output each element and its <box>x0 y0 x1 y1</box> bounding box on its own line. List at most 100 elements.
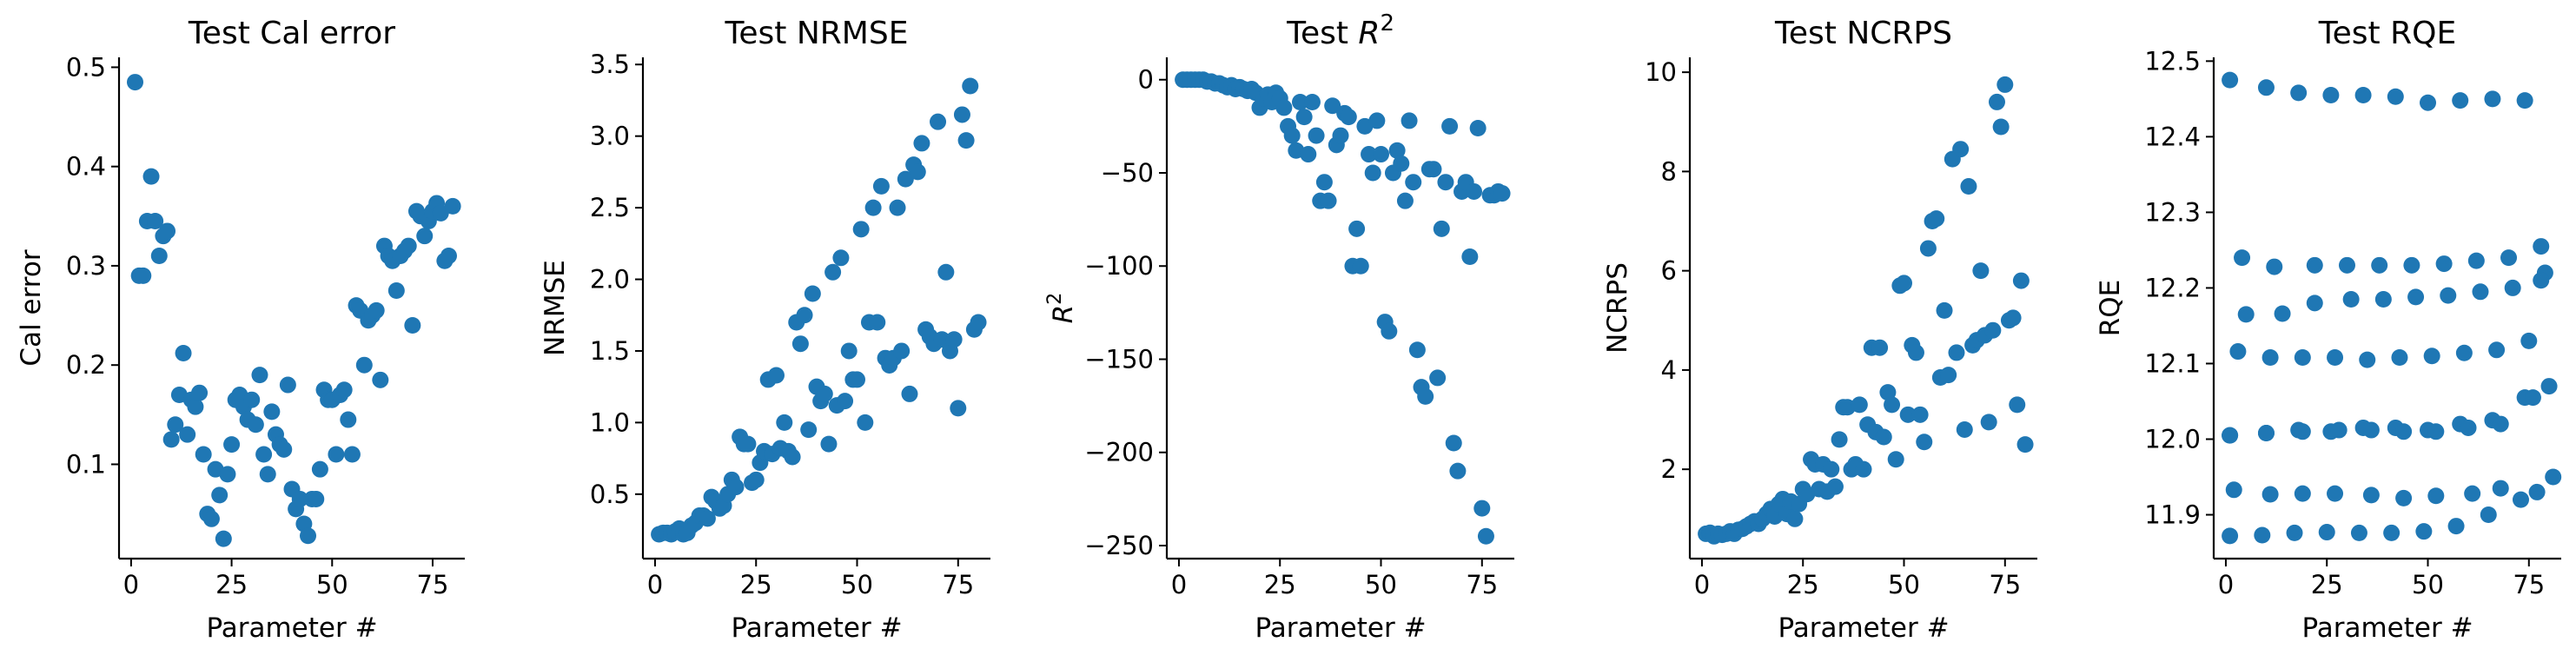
data-point <box>368 301 385 319</box>
panel-title: Test Cal error <box>188 16 395 51</box>
x-tick-label: 25 <box>215 570 248 599</box>
y-tick-label: 4 <box>1661 355 1677 385</box>
data-point <box>2387 88 2404 105</box>
data-point <box>1972 262 1990 280</box>
data-point <box>909 163 926 181</box>
data-point <box>191 384 209 401</box>
data-point <box>2371 256 2388 274</box>
data-point <box>864 199 882 216</box>
data-point <box>2266 258 2283 275</box>
data-point <box>127 74 144 91</box>
data-point <box>937 263 955 281</box>
y-tick-label: −50 <box>1101 158 1154 188</box>
y-tick-label: 0.2 <box>66 350 106 380</box>
data-point <box>857 414 874 431</box>
data-point <box>1332 127 1349 144</box>
x-axis-label: Parameter # <box>731 612 902 644</box>
data-point <box>1916 434 1933 451</box>
y-tick-label: 8 <box>1661 156 1677 186</box>
data-point <box>2362 487 2380 504</box>
y-tick-label: 2.5 <box>590 193 630 222</box>
data-point <box>2261 349 2279 367</box>
data-point <box>400 237 417 255</box>
data-point <box>187 398 204 415</box>
data-point <box>2237 306 2255 323</box>
data-point <box>195 446 212 463</box>
data-point <box>930 113 947 130</box>
y-tick-label: 11.9 <box>2144 500 2201 530</box>
x-tick-label: 75 <box>2513 570 2545 599</box>
data-point <box>1449 462 1467 480</box>
panel-title: Test RQE <box>2318 16 2456 51</box>
data-point <box>1984 321 2002 339</box>
data-point <box>739 435 757 453</box>
data-point <box>840 342 858 360</box>
data-point <box>1381 322 1398 340</box>
data-point <box>2354 87 2372 104</box>
data-point <box>444 197 461 215</box>
data-point <box>2524 389 2541 407</box>
data-point <box>1275 99 1293 116</box>
data-point <box>2480 506 2497 524</box>
data-point <box>1907 344 1924 361</box>
data-point <box>2492 415 2509 433</box>
data-point <box>2500 249 2518 267</box>
data-point <box>962 77 979 95</box>
x-tick-label: 25 <box>2311 570 2343 599</box>
data-point <box>255 446 273 463</box>
data-point <box>1919 240 1937 257</box>
data-point <box>1875 428 1892 446</box>
data-point <box>824 263 842 281</box>
data-point <box>1928 210 1945 228</box>
data-point <box>1823 460 1840 478</box>
data-point <box>308 490 325 507</box>
data-point <box>259 466 276 483</box>
data-point <box>2009 396 2026 414</box>
data-point <box>776 414 793 431</box>
data-point <box>1393 155 1410 172</box>
data-point <box>2447 518 2465 535</box>
data-point <box>179 426 196 443</box>
data-point <box>2420 94 2437 111</box>
data-point <box>2504 279 2521 296</box>
y-tick-label: 3.0 <box>590 122 630 151</box>
data-point <box>1884 396 1901 414</box>
y-tick-label: 1.0 <box>590 407 630 437</box>
data-point <box>1980 414 1997 431</box>
scatter-points <box>1175 71 1511 545</box>
y-tick-label: 0.4 <box>66 152 106 182</box>
data-point <box>1899 406 1917 423</box>
data-point <box>2222 427 2239 444</box>
x-tick-label: 0 <box>2218 570 2234 599</box>
data-point <box>167 416 184 434</box>
data-point <box>816 385 833 402</box>
data-point <box>1445 434 1462 452</box>
data-point <box>2512 491 2529 508</box>
data-point <box>1477 527 1494 545</box>
panel-title: Test NCRPS <box>1774 16 1952 51</box>
data-point <box>1437 174 1454 191</box>
y-tick-label: 1.5 <box>590 336 630 366</box>
data-point <box>2257 425 2275 442</box>
x-axis-label: Parameter # <box>1778 612 1949 644</box>
data-point <box>1300 146 1317 163</box>
x-axis-label: Parameter # <box>1255 612 1426 644</box>
data-point <box>804 285 821 302</box>
y-axis-label: Cal error <box>16 249 47 366</box>
data-point <box>343 446 361 463</box>
data-point <box>311 460 328 478</box>
data-point <box>2423 348 2440 365</box>
x-tick-label: 25 <box>1787 570 1819 599</box>
y-tick-label: 12.2 <box>2144 273 2201 302</box>
data-point <box>945 331 963 348</box>
data-point <box>1960 178 1977 195</box>
data-point <box>2374 290 2392 308</box>
data-point <box>1348 220 1366 237</box>
data-point <box>1851 396 1868 414</box>
data-point <box>2222 527 2239 545</box>
data-point <box>1461 248 1479 266</box>
panel-5: Test RQE 0 25 50 75 11.9 12.0 12.1 12.2 12.3 12.4 1… <box>2095 16 2562 644</box>
x-axis-label: Parameter # <box>206 612 377 644</box>
data-point <box>2225 481 2242 499</box>
